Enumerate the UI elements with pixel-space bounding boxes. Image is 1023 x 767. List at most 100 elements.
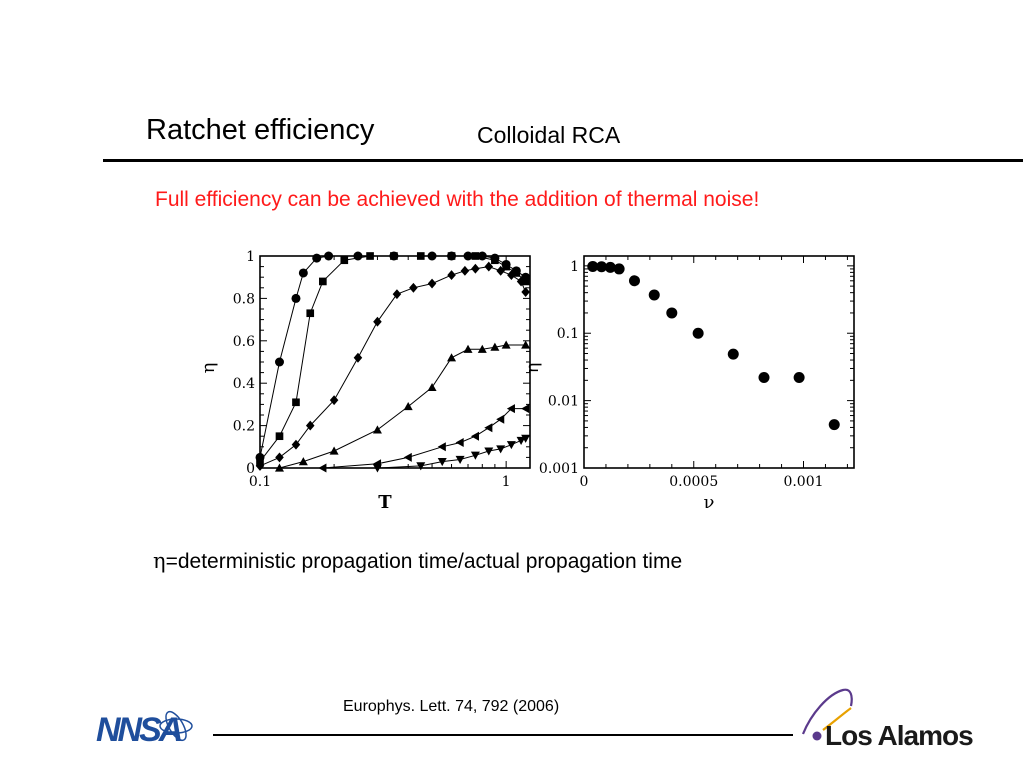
- data-point: [427, 382, 437, 392]
- nnsa-logo: NNSA: [96, 708, 200, 751]
- plot-frame: [583, 255, 855, 469]
- los-alamos-logo-icon: Los Alamos: [801, 688, 974, 751]
- data-point: [353, 352, 363, 363]
- data-point: [427, 278, 437, 289]
- x-axis-label: ν: [704, 492, 715, 513]
- chart-efficiency-vs-frequency: 0 0.0005 0.001 0.001 0.01 0.1 1 ν η: [522, 255, 855, 513]
- x-tick-label: 0: [580, 474, 589, 490]
- data-point: [292, 398, 300, 407]
- data-point: [502, 262, 510, 271]
- data-point: [758, 372, 770, 384]
- data-point: [613, 263, 625, 275]
- data-point: [470, 451, 480, 460]
- y-tick-label: 0.2: [233, 419, 255, 435]
- data-point: [318, 463, 327, 473]
- data-point: [447, 252, 456, 260]
- data-point: [506, 441, 516, 450]
- x-axis: 0 0.0005 0.001: [580, 256, 848, 490]
- data-point: [793, 372, 805, 384]
- data-point: [366, 252, 374, 260]
- series-1: [255, 251, 531, 462]
- data-point: [298, 268, 308, 278]
- svg-text:Los Alamos: Los Alamos: [825, 720, 973, 751]
- data-point: [373, 316, 382, 327]
- y-tick-label: 1: [246, 249, 255, 265]
- nnsa-logo-icon: NNSA: [96, 710, 193, 749]
- data-point: [521, 277, 530, 286]
- data-point: [455, 438, 464, 448]
- x-tick-label: 1: [502, 474, 511, 490]
- y-tick-label: 0.01: [548, 394, 579, 410]
- eta-definition: η=deterministic propagation time/actual …: [153, 549, 682, 574]
- data-point: [501, 340, 511, 349]
- data-point: [463, 344, 473, 353]
- data-point: [692, 327, 704, 339]
- data-point: [353, 251, 363, 261]
- eta-definition-text: =deterministic propagation time/actual p…: [165, 550, 683, 573]
- data-point: [275, 452, 284, 463]
- title-divider: [103, 159, 1023, 162]
- data-point: [409, 282, 418, 293]
- series-2: [256, 252, 530, 466]
- data-point: [372, 464, 382, 473]
- data-point: [305, 420, 315, 431]
- data-point: [291, 293, 301, 303]
- highlight-statement: Full efficiency can be achieved with the…: [155, 188, 760, 211]
- eta-symbol: η: [153, 549, 166, 573]
- x-tick-label: 0.0005: [669, 474, 718, 490]
- citation: Europhys. Lett. 74, 792 (2006): [343, 698, 560, 715]
- data-point: [291, 439, 301, 450]
- data-point: [447, 353, 457, 362]
- y-axis-label: η: [200, 363, 219, 374]
- data-point: [477, 344, 487, 353]
- plot-frame: [259, 255, 531, 469]
- data-point: [471, 252, 480, 260]
- y-tick-label: 0.001: [539, 461, 579, 477]
- y-axis: 0.001 0.01 0.1 1: [539, 259, 854, 477]
- data-point: [496, 445, 506, 454]
- data-point: [392, 289, 402, 300]
- series-line: [322, 408, 526, 469]
- x-tick-label: 0.1: [249, 474, 271, 490]
- data-point: [521, 287, 530, 297]
- data-point: [390, 252, 398, 260]
- data-point: [372, 425, 382, 434]
- los-alamos-logo: Los Alamos: [793, 684, 993, 759]
- series-5: [318, 404, 530, 473]
- data-point: [596, 261, 608, 273]
- data-point: [521, 340, 531, 349]
- data-point: [324, 251, 334, 261]
- data-point: [274, 357, 284, 367]
- y-tick-label: 1: [570, 259, 579, 275]
- series-3: [255, 261, 530, 471]
- data-point: [521, 434, 531, 443]
- series-1: [587, 260, 840, 431]
- y-tick-label: 0.4: [233, 376, 255, 392]
- data-point: [329, 446, 339, 455]
- data-point: [416, 462, 426, 471]
- data-point: [727, 348, 739, 360]
- data-point: [516, 436, 526, 445]
- data-point: [587, 260, 599, 272]
- data-point: [403, 402, 413, 411]
- y-tick-label: 0: [246, 461, 255, 477]
- data-point: [455, 455, 465, 465]
- y-axis: 0 0.2 0.4 0.6 0.8 1: [233, 249, 530, 477]
- data-point: [506, 404, 515, 414]
- data-point: [490, 342, 500, 351]
- y-axis-label: η: [522, 363, 543, 374]
- data-point: [648, 289, 660, 301]
- data-point: [496, 265, 505, 276]
- data-point: [437, 458, 447, 467]
- data-point: [666, 307, 678, 319]
- series-6: [372, 434, 531, 473]
- x-tick-label: 0.001: [783, 474, 823, 490]
- series-4: [274, 340, 531, 472]
- data-point: [484, 447, 494, 456]
- y-tick-label: 0.1: [557, 326, 579, 342]
- data-point: [447, 270, 456, 281]
- data-point: [484, 261, 494, 272]
- data-point: [496, 414, 505, 424]
- data-point: [403, 452, 412, 462]
